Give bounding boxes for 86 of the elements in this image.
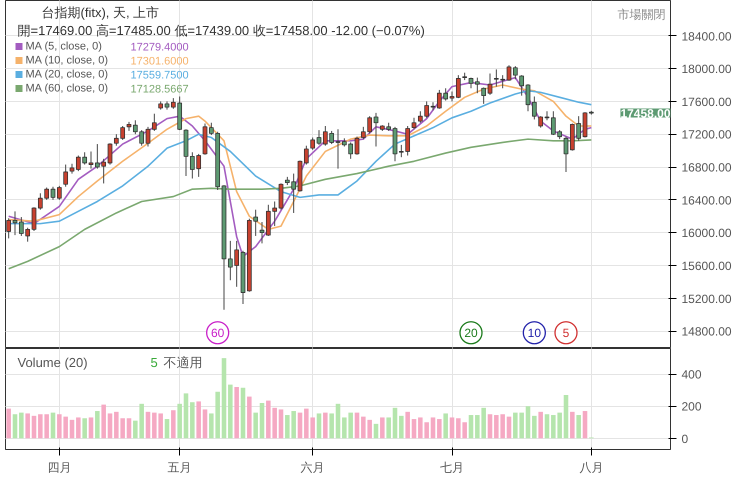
- candlestick: [494, 68, 499, 88]
- candlestick: [114, 134, 119, 146]
- y-tick-label: 18000.00: [682, 62, 732, 76]
- bar: [443, 413, 448, 438]
- legend-label: MA (60, close, 0): [26, 82, 108, 94]
- annotation: 10: [528, 326, 542, 340]
- y-tick-label: 17600.00: [682, 94, 732, 109]
- candlestick: [82, 152, 88, 166]
- bar: [158, 413, 163, 438]
- x-tick-label: 五月: [168, 460, 192, 474]
- annotation: 20: [464, 326, 478, 340]
- y-tick-label: 17200.00: [682, 128, 732, 142]
- bar: [367, 420, 372, 438]
- bar: [57, 414, 62, 438]
- x-tick-label: 六月: [300, 460, 325, 474]
- annotation: 17279.4000: [130, 42, 189, 54]
- text: 開=17469.00 高=17485.00 低=17439.00 收=17458.00 -12.00 (−0.07%): [18, 23, 425, 38]
- y-tick-label: 0: [682, 432, 688, 446]
- legend-label: MA (10, close, 0): [26, 54, 108, 66]
- candlestick: [253, 209, 258, 236]
- annotation: 17301.6000: [130, 56, 189, 68]
- y-tick-label: 200: [682, 400, 702, 414]
- bar: [462, 422, 467, 438]
- annotation: 市場關閉: [618, 8, 666, 22]
- candlestick: [405, 126, 410, 156]
- bar: [139, 404, 144, 438]
- bar: [323, 412, 328, 438]
- candlestick: [120, 126, 126, 140]
- bar: [44, 414, 49, 438]
- y-tick-label: 16000.00: [682, 226, 732, 240]
- bar: [247, 396, 252, 438]
- bar: [50, 412, 56, 438]
- bar: [285, 415, 290, 438]
- bar: [234, 386, 239, 438]
- candlestick: [557, 130, 562, 140]
- chart-title: 台指期(fitx), 天, 上市: [42, 5, 160, 20]
- bar: [316, 413, 322, 438]
- y-tick-label: 18400.00: [682, 29, 732, 44]
- candlestick: [272, 200, 278, 227]
- x-tick-label: 四月: [47, 460, 72, 474]
- y-tick-label: 15600.00: [682, 258, 732, 273]
- legend-label: MA (5, close, 0): [26, 40, 102, 52]
- annotation: 17559.7500: [130, 70, 189, 82]
- bar: [310, 417, 315, 438]
- bar: [582, 411, 588, 438]
- bar: [164, 419, 170, 438]
- bar: [6, 408, 11, 438]
- annotation: 17128.5667: [130, 84, 189, 96]
- bar: [538, 412, 543, 438]
- bar: [513, 412, 518, 438]
- bar: [133, 420, 138, 438]
- bar: [576, 415, 581, 438]
- y-tick-label: 16400.00: [682, 193, 732, 208]
- bar: [481, 408, 486, 438]
- annotation: 5: [150, 355, 158, 370]
- x-tick-label: 八月: [579, 460, 604, 474]
- y-tick-label: 14800.00: [682, 324, 732, 339]
- y-tick-label: 400: [682, 368, 702, 382]
- annotation: 60: [210, 326, 225, 340]
- bar: [209, 413, 214, 438]
- bar: [240, 388, 246, 438]
- bar: [380, 417, 385, 438]
- y-tick-label: 15200.00: [682, 292, 732, 306]
- candlestick: [360, 126, 366, 140]
- candlestick: [196, 153, 202, 178]
- text: Volume (20): [18, 355, 88, 370]
- x-tick-label: 七月: [440, 460, 464, 474]
- bar: [171, 410, 176, 438]
- bar: [374, 424, 378, 438]
- bar: [88, 417, 94, 438]
- y-tick-label: 16800.00: [682, 160, 732, 175]
- annotation: 不適用: [164, 355, 202, 370]
- candlestick: [412, 117, 416, 130]
- line-series: [8, 138, 592, 270]
- legend-label: MA (20, close, 0): [26, 68, 108, 80]
- bar: [82, 418, 87, 438]
- bar: [291, 411, 296, 438]
- annotation: 17458.00: [620, 106, 671, 121]
- bar: [570, 412, 575, 438]
- candlestick: [63, 164, 68, 188]
- bar: [95, 411, 100, 438]
- candlestick: [418, 110, 423, 124]
- bar: [266, 400, 271, 438]
- annotation: 5: [562, 326, 570, 340]
- candlestick: [278, 182, 284, 210]
- bar: [348, 412, 353, 438]
